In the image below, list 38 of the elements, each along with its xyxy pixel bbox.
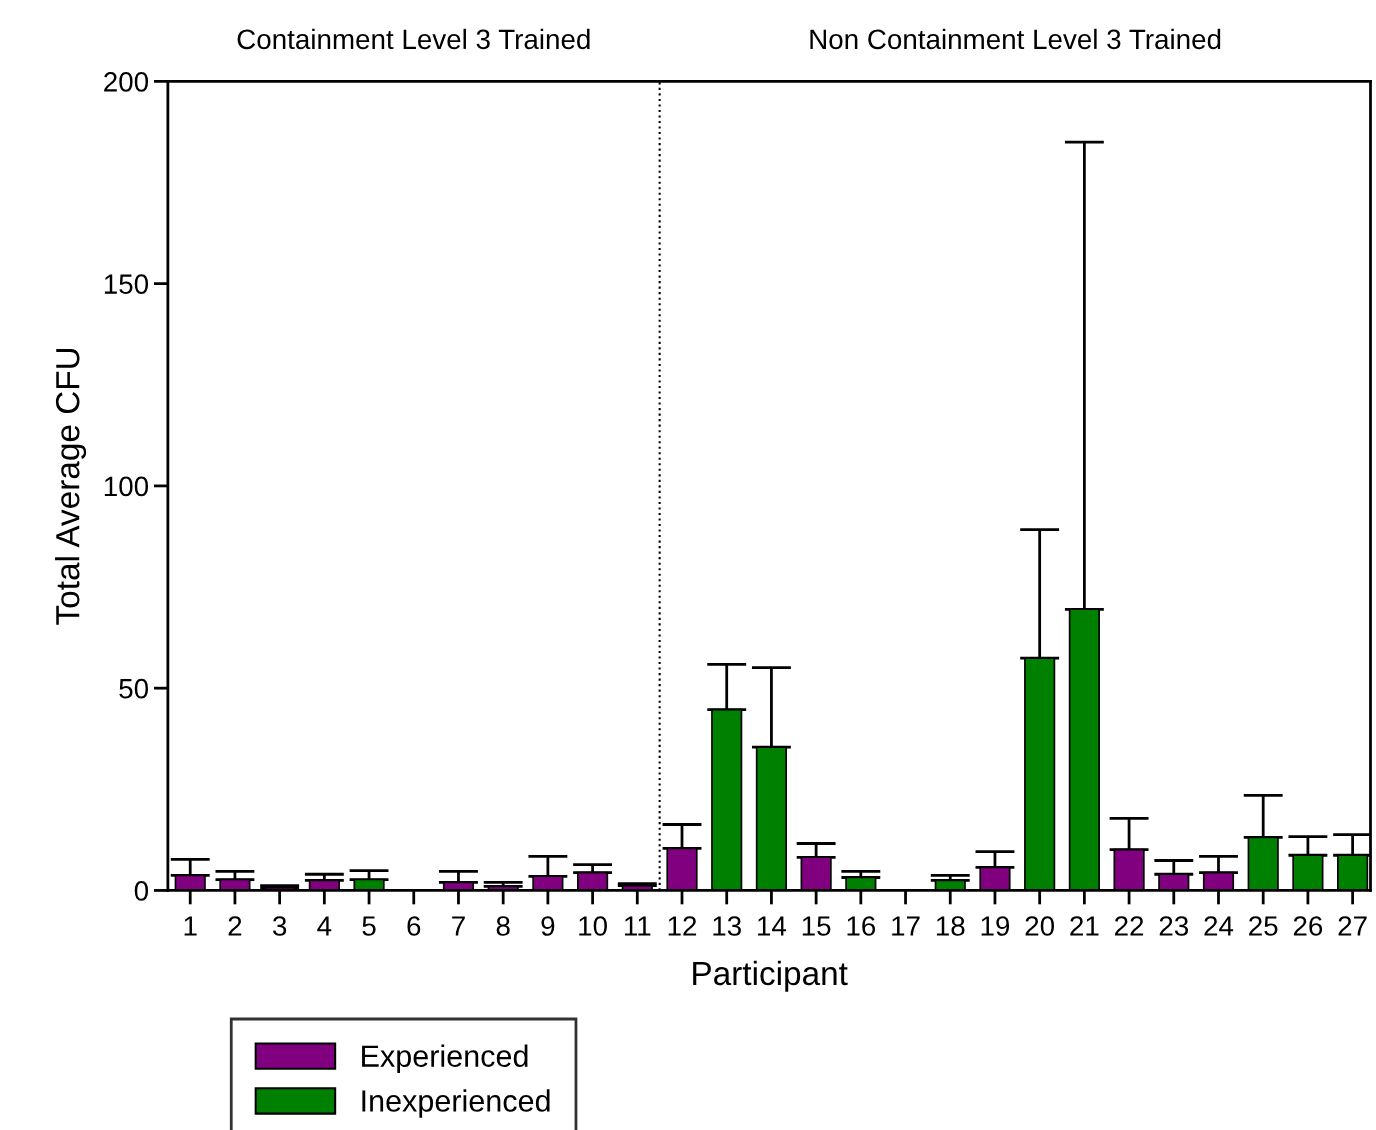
y-tick-label: 0: [134, 881, 149, 901]
x-tick-label: 26: [1293, 916, 1323, 936]
x-tick-label: 25: [1249, 916, 1278, 936]
x-tick-label: 14: [758, 916, 787, 936]
x-tick-label: 19: [981, 916, 1010, 936]
legend-label: Experienced: [362, 1044, 528, 1073]
text: Containment Level 3 Trained: [237, 28, 590, 50]
x-tick-label: 27: [1338, 916, 1367, 936]
x-tick-label: 4: [317, 916, 332, 936]
x-axis-title: Participant: [693, 960, 848, 992]
x-tick-label: 21: [1070, 916, 1099, 936]
legend-label: Inexperienced: [362, 1089, 550, 1118]
x-tick-label: 12: [668, 916, 697, 936]
y-axis-title: Total Average CFU: [55, 348, 87, 625]
x-tick-label: 2: [228, 916, 242, 936]
x-tick-label: 22: [1115, 916, 1144, 936]
x-tick-label: 10: [579, 916, 607, 936]
x-tick-label: 8: [496, 916, 510, 936]
y-tick-label: 50: [119, 678, 149, 699]
x-tick-label: 16: [847, 916, 876, 936]
x-tick-label: 13: [713, 916, 741, 936]
x-tick-label: 24: [1204, 916, 1234, 936]
x-tick-label: 18: [936, 916, 965, 936]
y-tick-label: 100: [104, 476, 149, 497]
x-tick-label: 23: [1159, 916, 1189, 936]
x-tick-label: 11: [624, 916, 651, 936]
x-tick-label: 9: [541, 916, 555, 936]
x-tick-label: 1: [184, 916, 197, 936]
y-tick-label: 200: [104, 72, 149, 92]
text: Non Containment Level 3 Trained: [810, 28, 1221, 50]
x-tick-label: 6: [407, 916, 421, 936]
x-tick-label: 15: [802, 916, 831, 936]
x-tick-label: 17: [892, 916, 920, 936]
x-tick-label: 3: [272, 916, 287, 936]
x-tick-label: 7: [452, 916, 465, 936]
x-tick-label: 5: [362, 916, 376, 936]
x-tick-label: 20: [1025, 916, 1055, 936]
y-tick-label: 150: [104, 274, 149, 294]
